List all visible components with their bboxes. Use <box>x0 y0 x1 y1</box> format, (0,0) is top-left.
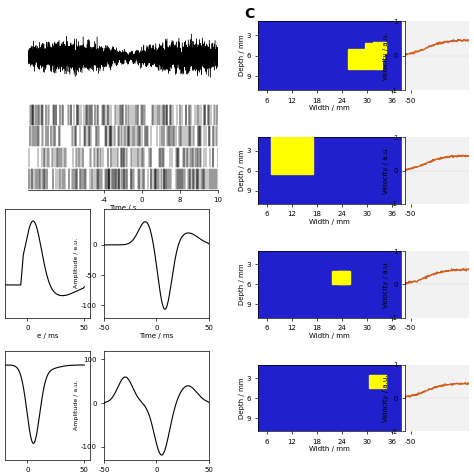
Text: C: C <box>244 7 255 21</box>
Bar <box>369 375 386 388</box>
Y-axis label: Depth / mm: Depth / mm <box>239 35 245 76</box>
X-axis label: Width / mm: Width / mm <box>309 447 350 452</box>
Bar <box>365 43 382 57</box>
Y-axis label: Amplitude / e.u.: Amplitude / e.u. <box>74 238 79 288</box>
X-axis label: Time / s: Time / s <box>109 205 137 210</box>
X-axis label: Width / mm: Width / mm <box>309 333 350 338</box>
Y-axis label: Amplitude / a.u.: Amplitude / a.u. <box>74 380 79 430</box>
X-axis label: Time / ms: Time / ms <box>139 333 173 338</box>
Bar <box>371 49 384 59</box>
Y-axis label: Depth / mm: Depth / mm <box>239 377 245 419</box>
Bar <box>331 271 348 284</box>
Y-axis label: Velocity / a.u.: Velocity / a.u. <box>383 32 389 80</box>
X-axis label: Width / mm: Width / mm <box>309 219 350 225</box>
Y-axis label: Depth / mm: Depth / mm <box>239 150 245 191</box>
Y-axis label: Velocity / a.u.: Velocity / a.u. <box>383 374 389 422</box>
Y-axis label: Velocity / a.u.: Velocity / a.u. <box>383 147 389 194</box>
Bar <box>348 49 382 70</box>
Y-axis label: Depth / mm: Depth / mm <box>239 264 245 305</box>
Y-axis label: Velocity / a.u.: Velocity / a.u. <box>383 261 389 308</box>
X-axis label: e / ms: e / ms <box>36 333 58 338</box>
Bar <box>271 134 313 174</box>
Bar <box>338 271 350 284</box>
X-axis label: Width / mm: Width / mm <box>309 105 350 111</box>
Bar <box>374 42 386 53</box>
